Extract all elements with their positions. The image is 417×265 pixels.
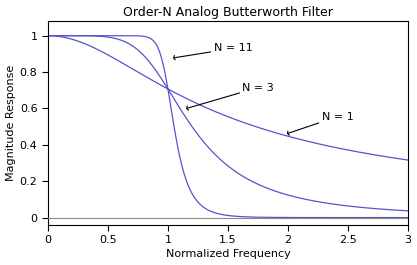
Y-axis label: Magnitude Response: Magnitude Response (5, 65, 15, 181)
Text: N = 1: N = 1 (288, 112, 353, 135)
Text: N = 11: N = 11 (173, 43, 252, 60)
X-axis label: Normalized Frequency: Normalized Frequency (166, 249, 290, 259)
Text: N = 3: N = 3 (187, 82, 274, 110)
Title: Order-N Analog Butterworth Filter: Order-N Analog Butterworth Filter (123, 6, 333, 19)
